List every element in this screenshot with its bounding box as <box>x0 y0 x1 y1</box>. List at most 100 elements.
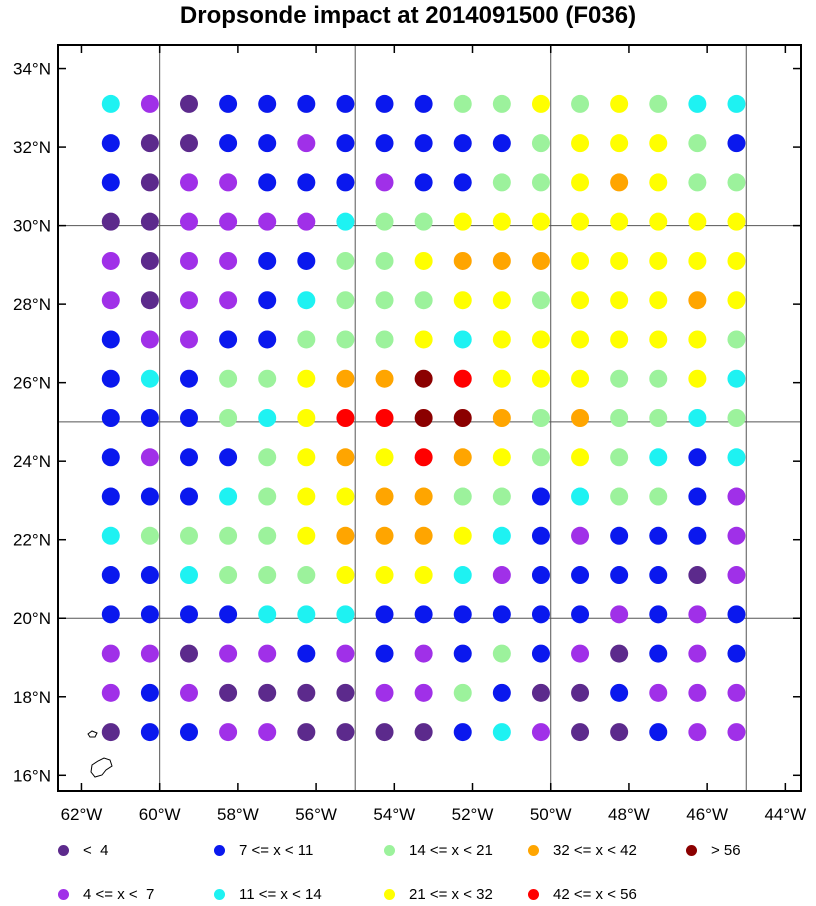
data-point <box>180 566 199 585</box>
x-tick-label: 58°W <box>217 805 259 824</box>
data-point <box>453 251 472 270</box>
island-large-outline <box>90 757 113 778</box>
legend-swatch <box>686 844 697 856</box>
data-point <box>375 330 394 349</box>
data-point <box>375 526 394 545</box>
data-point <box>649 487 668 506</box>
legend-item: 42 <= x < 56 <box>528 882 637 906</box>
legend-item: 4 <= x < 7 <box>58 882 154 906</box>
y-tick-label: 28°N <box>13 295 51 314</box>
data-point <box>297 369 316 388</box>
data-point <box>258 134 277 153</box>
data-point <box>140 644 159 663</box>
data-point <box>688 369 707 388</box>
data-point <box>492 448 511 467</box>
y-tick-label: 24°N <box>13 452 51 471</box>
legend-item: 32 <= x < 42 <box>528 838 637 862</box>
data-point <box>453 526 472 545</box>
data-point <box>688 683 707 702</box>
data-point <box>375 409 394 427</box>
y-tick-label: 20°N <box>13 609 51 628</box>
data-point <box>571 291 590 310</box>
data-point <box>140 173 159 192</box>
data-point <box>492 487 511 506</box>
data-point <box>414 566 433 585</box>
data-point <box>649 605 668 624</box>
data-point <box>258 94 277 113</box>
x-tick-label: 56°W <box>295 805 337 824</box>
x-tick-label: 46°W <box>686 805 728 824</box>
data-point <box>688 409 707 427</box>
data-point <box>375 448 394 467</box>
data-point <box>375 683 394 702</box>
data-point <box>531 251 550 270</box>
data-point <box>258 448 277 467</box>
data-point <box>571 566 590 585</box>
legend-label: 4 <= x < 7 <box>83 885 155 903</box>
data-point <box>101 369 120 388</box>
data-point <box>101 330 120 349</box>
legend-swatch <box>214 888 225 900</box>
data-point <box>531 94 550 113</box>
data-point <box>375 94 394 113</box>
data-point <box>453 330 472 349</box>
data-point <box>649 526 668 545</box>
data-point <box>492 173 511 192</box>
island-small-outline <box>87 730 98 738</box>
data-point <box>727 291 746 310</box>
data-point <box>258 487 277 506</box>
data-point <box>492 644 511 663</box>
data-point <box>297 134 316 153</box>
data-point <box>180 644 199 663</box>
data-point <box>375 723 394 742</box>
data-point <box>180 683 199 702</box>
data-point <box>219 409 238 427</box>
data-point <box>180 291 199 310</box>
data-point <box>727 409 746 427</box>
legend: < 4 7 <= x < 11 14 <= x < 21 32 <= x < 42 > … <box>0 830 816 903</box>
data-point <box>297 448 316 467</box>
data-point <box>571 173 590 192</box>
data-point <box>414 291 433 310</box>
data-point <box>727 251 746 270</box>
data-point <box>531 566 550 585</box>
data-point <box>375 605 394 624</box>
x-axis-ticks: 62°W 60°W 58°W 56°W 54°W 52°W 50°W 48°W 46°W 44°W <box>61 45 806 824</box>
data-point <box>649 173 668 192</box>
data-point <box>180 94 199 113</box>
data-point <box>297 291 316 310</box>
data-point <box>101 723 120 742</box>
data-point <box>649 212 668 231</box>
legend-label: 21 <= x < 32 <box>409 885 493 903</box>
data-point <box>571 94 590 113</box>
data-point <box>375 212 394 231</box>
data-point <box>453 644 472 663</box>
data-point <box>180 409 199 427</box>
data-point <box>219 173 238 192</box>
data-point <box>336 566 355 585</box>
data-point <box>453 291 472 310</box>
data-point <box>336 134 355 153</box>
data-point <box>610 94 629 113</box>
data-point <box>688 173 707 192</box>
data-point <box>219 330 238 349</box>
data-point <box>140 683 159 702</box>
data-point <box>453 605 472 624</box>
data-point <box>258 291 277 310</box>
data-point <box>688 134 707 153</box>
data-point <box>336 526 355 545</box>
data-point <box>531 291 550 310</box>
data-point <box>414 173 433 192</box>
data-point <box>140 212 159 231</box>
data-point <box>453 94 472 113</box>
data-point <box>180 369 199 388</box>
data-point <box>414 723 433 742</box>
data-point <box>258 683 277 702</box>
data-point <box>688 487 707 506</box>
data-point <box>258 526 277 545</box>
data-point <box>531 448 550 467</box>
data-point <box>414 134 433 153</box>
y-axis-ticks: 16°N 18°N 20°N 22°N 24°N 26°N 28°N 30°N 32°N 34°N <box>13 60 801 785</box>
data-point <box>453 723 472 742</box>
data-point <box>453 173 472 192</box>
